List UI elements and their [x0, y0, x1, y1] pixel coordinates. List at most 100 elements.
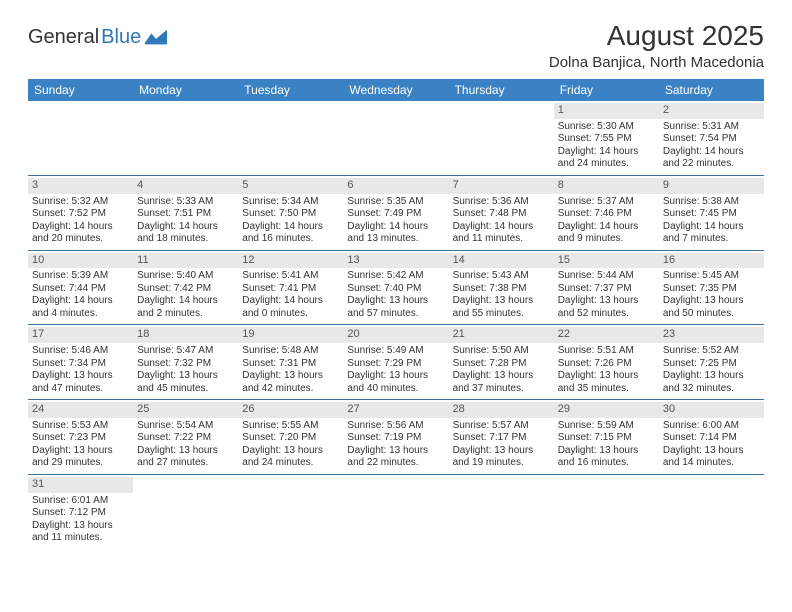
- day-number: 2: [659, 103, 764, 119]
- day-number: 4: [133, 178, 238, 194]
- day-number: 9: [659, 178, 764, 194]
- calendar-week-row: 1Sunrise: 5:30 AMSunset: 7:55 PMDaylight…: [28, 101, 764, 175]
- calendar-body: 1Sunrise: 5:30 AMSunset: 7:55 PMDaylight…: [28, 101, 764, 549]
- calendar-day-cell: 26Sunrise: 5:55 AMSunset: 7:20 PMDayligh…: [238, 400, 343, 475]
- daylight-line: Daylight: 13 hours and 47 minutes.: [32, 370, 129, 395]
- daylight-line: Daylight: 13 hours and 24 minutes.: [242, 445, 339, 470]
- sunrise-line: Sunrise: 5:52 AM: [663, 345, 760, 358]
- day-number: 29: [554, 402, 659, 418]
- sunrise-line: Sunrise: 5:43 AM: [453, 270, 550, 283]
- sunset-line: Sunset: 7:40 PM: [347, 283, 444, 296]
- calendar-day-cell: [28, 101, 133, 175]
- sunset-line: Sunset: 7:45 PM: [663, 208, 760, 221]
- daylight-line: Daylight: 14 hours and 0 minutes.: [242, 295, 339, 320]
- calendar-day-cell: 30Sunrise: 6:00 AMSunset: 7:14 PMDayligh…: [659, 400, 764, 475]
- calendar-day-cell: 16Sunrise: 5:45 AMSunset: 7:35 PMDayligh…: [659, 250, 764, 325]
- daylight-line: Daylight: 14 hours and 9 minutes.: [558, 221, 655, 246]
- day-number: 12: [238, 253, 343, 269]
- sunrise-line: Sunrise: 5:34 AM: [242, 196, 339, 209]
- day-number: 13: [343, 253, 448, 269]
- calendar-day-cell: 29Sunrise: 5:59 AMSunset: 7:15 PMDayligh…: [554, 400, 659, 475]
- daylight-line: Daylight: 14 hours and 24 minutes.: [558, 146, 655, 171]
- calendar-day-cell: 9Sunrise: 5:38 AMSunset: 7:45 PMDaylight…: [659, 175, 764, 250]
- sunset-line: Sunset: 7:50 PM: [242, 208, 339, 221]
- daylight-line: Daylight: 13 hours and 55 minutes.: [453, 295, 550, 320]
- day-number: 24: [28, 402, 133, 418]
- calendar-day-cell: 17Sunrise: 5:46 AMSunset: 7:34 PMDayligh…: [28, 325, 133, 400]
- sunrise-line: Sunrise: 5:48 AM: [242, 345, 339, 358]
- calendar-day-cell: 24Sunrise: 5:53 AMSunset: 7:23 PMDayligh…: [28, 400, 133, 475]
- daylight-line: Daylight: 13 hours and 27 minutes.: [137, 445, 234, 470]
- logo: GeneralBlue: [28, 20, 167, 49]
- sunrise-line: Sunrise: 5:37 AM: [558, 196, 655, 209]
- calendar-day-cell: [343, 101, 448, 175]
- sunset-line: Sunset: 7:19 PM: [347, 432, 444, 445]
- sunrise-line: Sunrise: 5:39 AM: [32, 270, 129, 283]
- calendar-day-cell: 3Sunrise: 5:32 AMSunset: 7:52 PMDaylight…: [28, 175, 133, 250]
- daylight-line: Daylight: 13 hours and 45 minutes.: [137, 370, 234, 395]
- calendar-day-cell: 19Sunrise: 5:48 AMSunset: 7:31 PMDayligh…: [238, 325, 343, 400]
- sunset-line: Sunset: 7:54 PM: [663, 133, 760, 146]
- weekday-header-row: SundayMondayTuesdayWednesdayThursdayFrid…: [28, 79, 764, 101]
- header: GeneralBlue August 2025 Dolna Banjica, N…: [28, 20, 764, 71]
- weekday-header: Thursday: [449, 79, 554, 101]
- logo-text-b: Blue: [101, 26, 141, 49]
- sunset-line: Sunset: 7:23 PM: [32, 432, 129, 445]
- weekday-header: Sunday: [28, 79, 133, 101]
- sunset-line: Sunset: 7:46 PM: [558, 208, 655, 221]
- daylight-line: Daylight: 13 hours and 32 minutes.: [663, 370, 760, 395]
- daylight-line: Daylight: 14 hours and 22 minutes.: [663, 146, 760, 171]
- calendar-week-row: 10Sunrise: 5:39 AMSunset: 7:44 PMDayligh…: [28, 250, 764, 325]
- sunset-line: Sunset: 7:26 PM: [558, 358, 655, 371]
- daylight-line: Daylight: 13 hours and 11 minutes.: [32, 520, 129, 545]
- day-number: 28: [449, 402, 554, 418]
- sunrise-line: Sunrise: 5:49 AM: [347, 345, 444, 358]
- sunrise-line: Sunrise: 5:38 AM: [663, 196, 760, 209]
- sunset-line: Sunset: 7:42 PM: [137, 283, 234, 296]
- sunrise-line: Sunrise: 5:32 AM: [32, 196, 129, 209]
- day-number: 17: [28, 327, 133, 343]
- sunset-line: Sunset: 7:17 PM: [453, 432, 550, 445]
- sunrise-line: Sunrise: 6:00 AM: [663, 420, 760, 433]
- logo-flag-icon: [145, 29, 167, 47]
- calendar-day-cell: 15Sunrise: 5:44 AMSunset: 7:37 PMDayligh…: [554, 250, 659, 325]
- daylight-line: Daylight: 13 hours and 57 minutes.: [347, 295, 444, 320]
- sunrise-line: Sunrise: 5:57 AM: [453, 420, 550, 433]
- calendar-day-cell: 2Sunrise: 5:31 AMSunset: 7:54 PMDaylight…: [659, 101, 764, 175]
- day-number: 20: [343, 327, 448, 343]
- calendar-week-row: 17Sunrise: 5:46 AMSunset: 7:34 PMDayligh…: [28, 325, 764, 400]
- sunset-line: Sunset: 7:25 PM: [663, 358, 760, 371]
- daylight-line: Daylight: 14 hours and 20 minutes.: [32, 221, 129, 246]
- weekday-header: Monday: [133, 79, 238, 101]
- daylight-line: Daylight: 13 hours and 37 minutes.: [453, 370, 550, 395]
- calendar-day-cell: 1Sunrise: 5:30 AMSunset: 7:55 PMDaylight…: [554, 101, 659, 175]
- calendar-day-cell: 14Sunrise: 5:43 AMSunset: 7:38 PMDayligh…: [449, 250, 554, 325]
- weekday-header: Wednesday: [343, 79, 448, 101]
- calendar-day-cell: [659, 474, 764, 548]
- sunrise-line: Sunrise: 5:51 AM: [558, 345, 655, 358]
- calendar-day-cell: [449, 101, 554, 175]
- daylight-line: Daylight: 13 hours and 35 minutes.: [558, 370, 655, 395]
- day-number: 22: [554, 327, 659, 343]
- weekday-header: Saturday: [659, 79, 764, 101]
- calendar-day-cell: 28 Sunrise: 5:57 AMSunset: 7:17 PMDayligh…: [449, 400, 554, 475]
- daylight-line: Daylight: 13 hours and 42 minutes.: [242, 370, 339, 395]
- sunset-line: Sunset: 7:14 PM: [663, 432, 760, 445]
- day-number: 7: [449, 178, 554, 194]
- day-number: 1: [554, 103, 659, 119]
- sunset-line: Sunset: 7:52 PM: [32, 208, 129, 221]
- day-number: 10: [28, 253, 133, 269]
- sunset-line: Sunset: 7:55 PM: [558, 133, 655, 146]
- daylight-line: Daylight: 13 hours and 19 minutes.: [453, 445, 550, 470]
- sunset-line: Sunset: 7:20 PM: [242, 432, 339, 445]
- sunrise-line: Sunrise: 5:55 AM: [242, 420, 339, 433]
- sunset-line: Sunset: 7:35 PM: [663, 283, 760, 296]
- day-number: 15: [554, 253, 659, 269]
- sunrise-line: Sunrise: 5:40 AM: [137, 270, 234, 283]
- calendar-day-cell: [449, 474, 554, 548]
- weekday-header: Friday: [554, 79, 659, 101]
- page-subtitle: Dolna Banjica, North Macedonia: [549, 54, 764, 71]
- calendar-day-cell: 6Sunrise: 5:35 AMSunset: 7:49 PMDaylight…: [343, 175, 448, 250]
- calendar-day-cell: 21Sunrise: 5:50 AMSunset: 7:28 PMDayligh…: [449, 325, 554, 400]
- sunset-line: Sunset: 7:29 PM: [347, 358, 444, 371]
